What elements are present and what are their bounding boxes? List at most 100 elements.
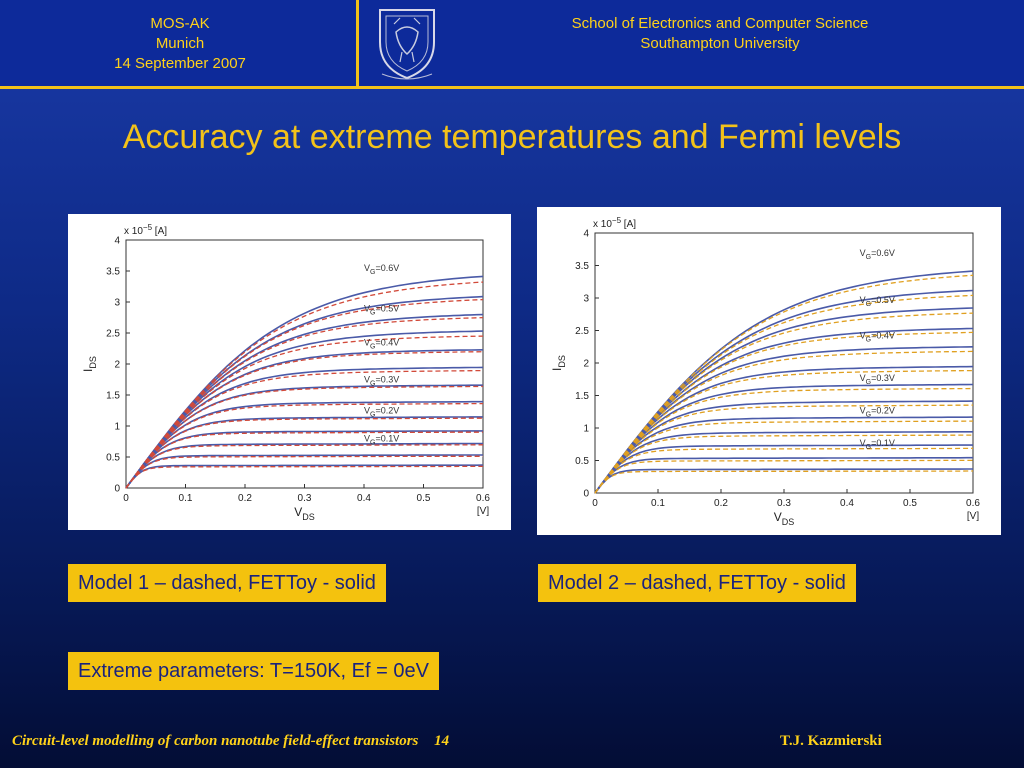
y-tick-label: 2 [114,360,120,371]
vg-annotation: VG=0.4V [860,330,895,343]
conference-date: 14 September 2007 [114,55,246,72]
y-tick-label: 1.5 [575,391,589,402]
y-exponent-label: x 10−5 [A] [593,216,636,230]
vg-annotation: VG=0.3V [364,375,399,388]
university-crest-icon [379,9,435,80]
y-tick-label: 3.5 [575,261,589,272]
solid-curve [125,464,484,489]
solid-curve [594,431,973,494]
solid-curve [594,400,974,494]
slide-header: MOS-AK Munich 14 September 2007 School o… [0,0,1024,89]
x-tick-label: 0.6 [476,493,490,504]
solid-curve [125,349,484,489]
dashed-curve [125,431,484,489]
y-tick-label: 1 [583,424,589,435]
x-tick-label: 0.4 [357,493,371,504]
solid-curve [125,454,483,489]
dashed-curve [125,385,484,489]
x-tick-label: 0.2 [714,498,728,509]
dashed-curve [594,470,973,494]
dashed-curve [125,417,483,489]
y-tick-label: 1.5 [106,391,120,402]
x-tick-label: 0.4 [840,498,854,509]
header-divider [356,0,359,86]
dashed-curve [594,420,973,494]
dashed-curve [125,369,483,489]
y-tick-label: 3 [583,294,589,305]
x-tick-label: 0.6 [966,498,980,509]
solid-curve [594,416,974,494]
y-tick-label: 4 [114,236,120,247]
solid-curve [125,330,484,489]
solid-curve [594,307,974,494]
conference-city: Munich [155,35,205,52]
y-tick-label: 2 [583,359,589,370]
dashed-curve [125,316,484,489]
dashed-curve [594,404,974,494]
solid-curve [594,468,973,494]
chart-model2: 0 0.1 0.2 0.3 0.4 0.5 0.6 0 0.5 1 1.5 2 2.5 3 3.5 4 x 10… [537,207,1001,535]
dashed-curve [125,455,483,489]
plot-frame [125,239,484,489]
x-axis-label: VDS [774,510,795,527]
x-tick-label: 0.1 [179,493,193,504]
vg-annotation: VG=0.2V [364,406,399,419]
solid-curve [594,456,973,494]
x-tick-label: 0.3 [777,498,791,509]
x-axis-label: VDS [294,505,315,522]
x-tick-label: 0.5 [417,493,431,504]
dashed-curve [594,387,974,494]
x-tick-label: 0.2 [238,493,252,504]
solid-curve [125,295,484,489]
conference-info: MOS-AK Munich 14 September 2007 [80,14,280,74]
dashed-curve [125,298,484,489]
vg-annotation: VG=0.1V [364,434,399,447]
dashed-curve [125,402,483,489]
x-tick-label: 0.5 [903,498,917,509]
x-unit-label: [V] [477,506,489,517]
x-tick-label: 0 [592,498,598,509]
y-tick-label: 4 [583,229,589,240]
dashed-curve [594,331,974,494]
university-name: Southampton University [640,35,800,52]
dashed-curve [594,350,974,494]
y-tick-label: 3.5 [106,267,120,278]
school-info: School of Electronics and Computer Scien… [520,14,920,54]
solid-curve [125,384,483,489]
vg-annotation: VG=0.1V [860,438,895,451]
dashed-curve [125,351,484,489]
y-tick-label: 0 [114,484,120,495]
y-tick-label: 0.5 [106,453,120,464]
solid-curve [125,430,483,489]
vg-annotation: VG=0.3V [860,373,895,386]
caption-parameters: Extreme parameters: T=150K, Ef = 0eV [68,652,439,690]
chart-model1: 0 0.1 0.2 0.3 0.4 0.5 0.6 0 0.5 1 1.5 2 2.5 3 3.5 4 x 10… [68,214,511,530]
solid-curve [125,442,483,489]
footer-author: T.J. Kazmierski [780,733,882,749]
solid-curve [125,400,483,489]
y-tick-label: 3 [114,298,120,309]
y-tick-label: 2.5 [106,329,120,340]
dashed-curve [594,294,974,494]
y-axis-label: IDS [550,355,567,371]
solid-curve [125,416,483,489]
chart-svg: 0 0.1 0.2 0.3 0.4 0.5 0.6 0 0.5 1 1.5 2 2.5 3 3.5 4 x 10… [550,216,980,527]
x-unit-label: [V] [967,511,979,522]
y-exponent-label: x 10−5 [A] [124,223,167,237]
solid-curve [594,383,974,494]
conference-name: MOS-AK [150,15,210,32]
chart-svg: 0 0.1 0.2 0.3 0.4 0.5 0.6 0 0.5 1 1.5 2 2.5 3 3.5 4 x 10… [81,223,490,522]
school-name: School of Electronics and Computer Scien… [571,15,869,32]
y-tick-label: 0 [583,489,589,500]
vg-annotation: VG=0.5V [364,303,399,316]
y-tick-label: 0.5 [575,456,589,467]
footer-talk-title: Circuit-level modelling of carbon nanotu… [12,733,449,750]
vg-annotation: VG=0.2V [860,406,895,419]
dashed-curve [594,434,973,494]
page-number: 14 [434,733,450,749]
footer-title-text: Circuit-level modelling of carbon nanotu… [12,733,419,749]
vg-annotation: VG=0.6V [860,248,895,261]
x-tick-label: 0.3 [298,493,312,504]
slide-title: Accuracy at extreme temperatures and Fer… [122,118,902,156]
vg-annotation: VG=0.6V [364,263,399,276]
